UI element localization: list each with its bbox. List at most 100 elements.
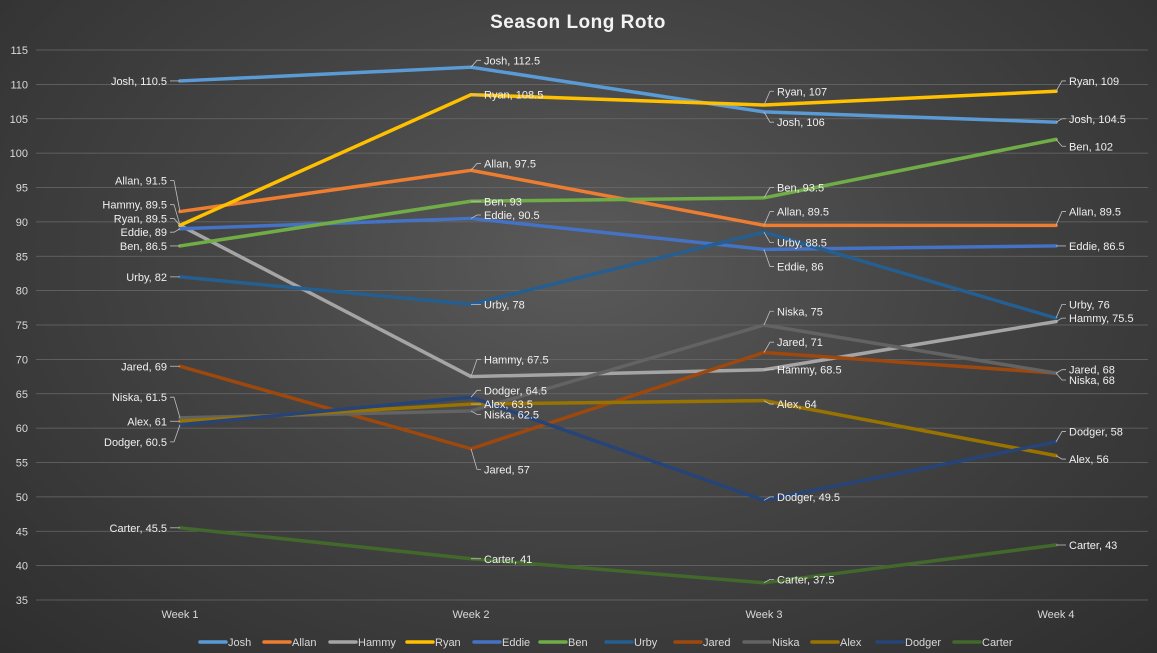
label-leader — [170, 218, 181, 226]
series-line-josh — [178, 65, 1058, 124]
x-tick-label: Week 3 — [745, 609, 782, 621]
series-line-hammy — [178, 223, 1058, 379]
data-label: Carter, 45.5 — [110, 523, 167, 535]
data-label: Urby, 78 — [484, 299, 525, 311]
legend-label: Dodger — [905, 637, 941, 649]
series-line-urby — [178, 230, 1058, 320]
legend-item-eddie: Eddie — [472, 637, 530, 649]
series-line-eddie — [178, 216, 1058, 252]
data-label: Dodger, 60.5 — [104, 437, 167, 449]
data-label: Urby, 82 — [126, 272, 167, 284]
y-tick-label: 95 — [16, 183, 28, 195]
y-tick-label: 105 — [10, 114, 28, 126]
data-label: Urby, 88.5 — [777, 238, 827, 250]
data-label: Allan, 91.5 — [115, 176, 167, 188]
legend-label: Allan — [292, 637, 316, 649]
label-leader — [470, 214, 481, 219]
label-leader — [1055, 431, 1066, 443]
data-label: Alex, 61 — [127, 416, 167, 428]
data-label: Ben, 93.5 — [777, 183, 824, 195]
label-leader — [763, 578, 774, 584]
legend-label: Urby — [634, 637, 658, 649]
data-label: Allan, 97.5 — [484, 158, 536, 170]
label-leader — [763, 341, 774, 353]
label-leader — [763, 310, 774, 326]
y-tick-label: 85 — [16, 251, 28, 263]
legend-label: Josh — [228, 637, 251, 649]
legend-item-ryan: Ryan — [405, 637, 461, 649]
legend-item-allan: Allan — [262, 637, 316, 649]
data-label: Alex, 63.5 — [484, 399, 533, 411]
label-leader — [470, 59, 481, 68]
data-label: Eddie, 86.5 — [1069, 241, 1125, 253]
x-tick-label: Week 2 — [452, 609, 489, 621]
legend-item-hammy: Hammy — [328, 637, 396, 649]
y-tick-label: 110 — [10, 79, 28, 91]
data-label: Carter, 41 — [484, 554, 532, 566]
legend-label: Ryan — [435, 637, 461, 649]
legend-item-dodger: Dodger — [875, 637, 941, 649]
legend-label: Alex — [840, 637, 862, 649]
data-label: Ryan, 89.5 — [114, 213, 167, 225]
series-line-carter — [178, 526, 1058, 585]
series-line-dodger — [178, 395, 1058, 503]
data-label: Jared, 68 — [1069, 365, 1115, 377]
label-leader — [1055, 211, 1066, 226]
label-leader — [763, 400, 774, 405]
data-label: Ben, 86.5 — [120, 241, 167, 253]
series-line-ryan — [178, 89, 1058, 228]
y-axis-ticks: 35 40 45 50 55 60 65 70 75 80 85 90 95 100 105 110 115 — [10, 45, 28, 607]
label-leader — [470, 389, 481, 398]
data-label: Hammy, 68.5 — [777, 365, 842, 377]
data-label: Dodger, 64.5 — [484, 385, 547, 397]
label-leader — [470, 410, 481, 415]
data-label: Hammy, 75.5 — [1069, 313, 1134, 325]
y-tick-label: 45 — [16, 526, 28, 538]
label-leader — [470, 163, 481, 171]
label-leader — [470, 358, 481, 377]
x-tick-label: Week 4 — [1037, 609, 1074, 621]
data-label: Hammy, 67.5 — [484, 354, 549, 366]
data-label: Jared, 57 — [484, 464, 530, 476]
label-leader — [170, 180, 181, 212]
data-label: Alex, 56 — [1069, 454, 1109, 466]
data-label: Allan, 89.5 — [1069, 207, 1121, 219]
legend-label: Carter — [982, 637, 1013, 649]
label-leader — [1055, 455, 1066, 460]
legend-label: Hammy — [358, 637, 396, 649]
legend-label: Ben — [568, 637, 588, 649]
y-tick-label: 40 — [16, 561, 28, 573]
label-leader — [170, 424, 181, 443]
data-label: Urby, 76 — [1069, 299, 1110, 311]
label-leader — [1055, 372, 1066, 381]
data-label: Josh, 112.5 — [484, 55, 540, 67]
data-label: Ryan, 109 — [1069, 76, 1119, 88]
y-tick-label: 55 — [16, 458, 28, 470]
label-leader — [763, 111, 774, 123]
y-tick-label: 35 — [16, 595, 28, 607]
legend: Josh Allan Hammy Ryan Eddie Ben Urby Jared Niska… — [198, 637, 1013, 649]
label-leader — [763, 211, 774, 226]
label-leader — [170, 228, 181, 233]
y-tick-label: 70 — [16, 354, 28, 366]
legend-label: Jared — [703, 637, 731, 649]
label-leader — [1055, 80, 1066, 92]
data-label: Hammy, 89.5 — [102, 200, 167, 212]
data-label: Niska, 62.5 — [484, 409, 539, 421]
data-label: Josh, 106 — [777, 117, 825, 129]
y-tick-label: 115 — [10, 45, 28, 57]
legend-label: Eddie — [502, 637, 530, 649]
data-label: Dodger, 58 — [1069, 427, 1123, 439]
data-label: Eddie, 90.5 — [484, 210, 540, 222]
data-label: Alex, 64 — [777, 399, 817, 411]
label-leader — [470, 448, 481, 470]
label-leader — [170, 396, 181, 418]
data-label: Eddie, 86 — [777, 262, 823, 274]
label-leader — [763, 496, 774, 501]
legend-item-carter: Carter — [952, 637, 1013, 649]
data-label: Carter, 37.5 — [777, 574, 834, 586]
legend-item-urby: Urby — [604, 637, 658, 649]
label-leader — [763, 231, 774, 243]
series-lines — [178, 65, 1058, 585]
